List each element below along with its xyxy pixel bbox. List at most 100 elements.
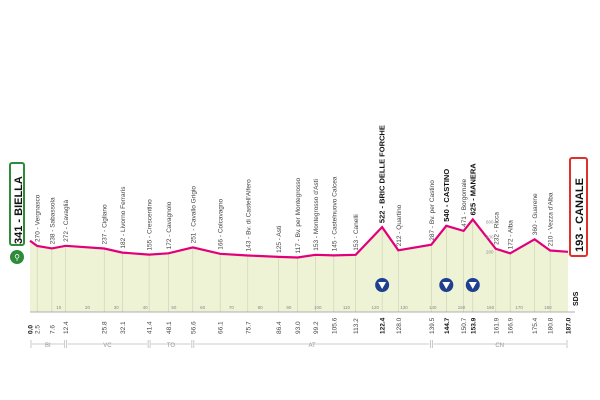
km-label: 56.6 bbox=[190, 321, 197, 334]
km-tick: 70 bbox=[229, 305, 235, 310]
region-label: CN bbox=[495, 343, 504, 349]
km-tick: 80 bbox=[258, 305, 264, 310]
km-label: 99.2 bbox=[313, 321, 320, 334]
finish-km-label: 187.0 bbox=[566, 317, 573, 334]
km-label: 48.1 bbox=[166, 321, 173, 334]
altitude-tick: 600 bbox=[486, 219, 494, 224]
waypoint-label: 471 - Borgomale bbox=[461, 178, 468, 226]
climb-markers bbox=[375, 278, 480, 292]
waypoint-label: 540 - CASTINO bbox=[442, 169, 451, 222]
waypoint-labels: 270 - Vergnasco 238 - Sabassola 272 - Cava… bbox=[35, 125, 555, 253]
km-tick: 180 bbox=[544, 305, 552, 310]
waypoint-label: 522 - BRIC DELLE FORCHE bbox=[378, 125, 387, 223]
km-label: 7.6 bbox=[49, 325, 56, 334]
waypoint-label: 125 - Asti bbox=[276, 226, 283, 253]
km-tick: 10 bbox=[56, 305, 62, 310]
start-bike-icon bbox=[10, 250, 24, 264]
km-labels: 2.5 7.6 12.4 25.8 32.1 41.4 48.1 56.6 66.1 75.7 86… bbox=[28, 317, 573, 334]
km-label: 2.5 bbox=[35, 325, 42, 334]
waypoint-label: 232 - Ricca bbox=[493, 212, 500, 245]
waypoint-label: 625 - MANERA bbox=[468, 163, 477, 216]
km-tick: 130 bbox=[400, 305, 408, 310]
finish-label: 193 - CANALE bbox=[574, 178, 586, 252]
km-label: 41.4 bbox=[147, 321, 154, 334]
triangle-down-icon bbox=[378, 282, 387, 289]
elevation-profile-line bbox=[29, 217, 569, 259]
km-ticks: 10 20 30 40 50 60 70 80 90 100 110 120 130 140 150 160 1… bbox=[56, 305, 552, 310]
km-tick: 150 bbox=[458, 305, 466, 310]
bric-delle-forche-marker bbox=[375, 278, 390, 292]
km-tick: 40 bbox=[143, 305, 149, 310]
waypoint-label: 237 - Cigliano bbox=[102, 204, 109, 244]
km-label: 139.5 bbox=[429, 317, 436, 334]
waypoint-label: 143 - Bv. di Castell'Alfero bbox=[245, 179, 252, 252]
waypoint-label: 182 - Livorno Ferraris bbox=[120, 186, 127, 249]
km-tick: 90 bbox=[286, 305, 292, 310]
triangle-down-icon bbox=[468, 282, 477, 289]
altitude-tick: 200 bbox=[486, 249, 494, 254]
waypoint-label: 145 - Castelnuovo Calcea bbox=[331, 176, 338, 251]
km-label: 166.9 bbox=[508, 317, 515, 334]
altitude-tick: 400 bbox=[486, 234, 494, 239]
km-label: 93.0 bbox=[295, 321, 302, 334]
start-km-label: 0.0 bbox=[28, 325, 35, 334]
km-tick: 30 bbox=[114, 305, 120, 310]
km-tick: 60 bbox=[200, 305, 206, 310]
region-label: TO bbox=[167, 343, 176, 349]
km-tick: 120 bbox=[371, 305, 379, 310]
start-box: 341 - BIELLA ⚲ bbox=[9, 162, 25, 264]
km-label: 175.4 bbox=[532, 317, 539, 334]
km-label: 105.6 bbox=[331, 317, 338, 334]
triangle-down-icon bbox=[442, 282, 451, 289]
waypoint-label: 166 - Colcavagno bbox=[218, 198, 225, 249]
km-tick: 110 bbox=[343, 305, 351, 310]
km-tick: 170 bbox=[515, 305, 523, 310]
waypoint-label: 172 - Alba bbox=[508, 220, 515, 250]
km-label: 75.7 bbox=[245, 321, 252, 334]
km-label: 161.9 bbox=[493, 317, 500, 334]
castino-marker bbox=[439, 278, 454, 292]
km-label: 113.2 bbox=[353, 318, 360, 334]
start-label: 341 - BIELLA bbox=[13, 176, 25, 244]
km-label: 12.4 bbox=[63, 321, 70, 334]
km-label: 128.0 bbox=[396, 317, 403, 334]
km-tick: 140 bbox=[429, 305, 437, 310]
km-tick: 50 bbox=[171, 305, 177, 310]
region-strip: BI VC TO AT CN bbox=[30, 340, 568, 349]
waypoint-label: 238 - Sabassola bbox=[49, 197, 56, 244]
waypoint-label: 153 - Montegrosso d'Asti bbox=[313, 179, 320, 251]
manera-marker bbox=[465, 278, 480, 292]
km-tick: 20 bbox=[85, 305, 91, 310]
km-label: 180.8 bbox=[548, 317, 555, 334]
waypoint-label: 117 - Bv. per Montegrosso bbox=[295, 177, 302, 253]
km-tick: 160 bbox=[487, 305, 495, 310]
region-label: VC bbox=[103, 343, 112, 349]
waypoint-label: 212 - Quartino bbox=[396, 204, 403, 246]
waypoint-label: 272 - Cavaglià bbox=[63, 200, 70, 242]
region-label: BI bbox=[45, 343, 51, 349]
waypoint-label: 210 - Vezza d'Alba bbox=[548, 192, 555, 246]
waypoint-label: 270 - Vergnasco bbox=[35, 194, 42, 242]
km-label: 32.1 bbox=[120, 321, 127, 334]
waypoint-label: 155 - Crescentino bbox=[147, 199, 154, 251]
waypoint-label: 172 - Cavagnolo bbox=[166, 201, 173, 249]
km-label: 144.7 bbox=[444, 317, 451, 334]
km-label: 86.4 bbox=[276, 321, 283, 334]
km-label: 153.9 bbox=[470, 317, 477, 334]
waypoint-leader-lines bbox=[36, 219, 551, 312]
finish-box: 193 - CANALE bbox=[569, 157, 588, 257]
km-label: 25.8 bbox=[102, 321, 109, 334]
waypoint-label: 287 - Bv. per Castino bbox=[429, 180, 436, 241]
altitude-ticks: 200 400 600 bbox=[486, 219, 494, 254]
km-tick: 100 bbox=[314, 305, 322, 310]
bike-glyph-icon: ⚲ bbox=[14, 253, 20, 262]
brand-logo: SDS bbox=[573, 291, 580, 306]
waypoint-label: 153 - Canelli bbox=[353, 214, 360, 251]
waypoint-label: 251 - Cavallo Grigio bbox=[190, 186, 197, 244]
km-label: 150.7 bbox=[461, 317, 468, 334]
region-label: AT bbox=[308, 343, 316, 349]
km-label: 66.1 bbox=[218, 321, 225, 334]
km-label: 122.4 bbox=[380, 317, 387, 334]
waypoint-label: 360 - Guarene bbox=[532, 193, 539, 235]
